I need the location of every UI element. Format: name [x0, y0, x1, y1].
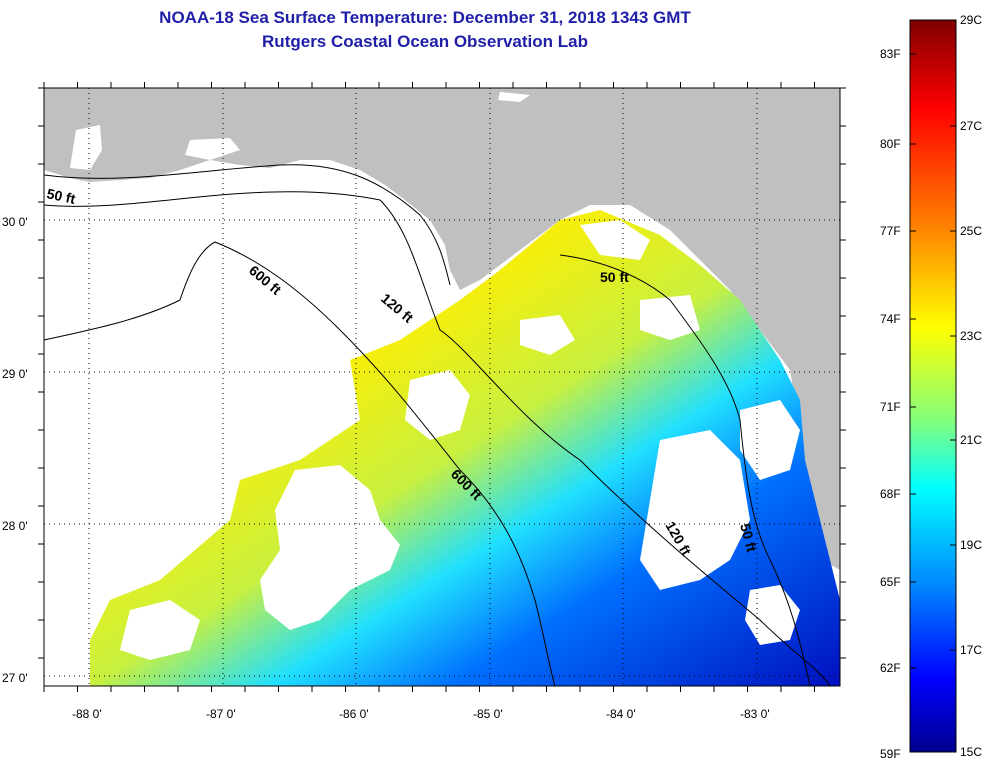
contour-label: 50 ft [737, 522, 760, 554]
colorbar-f-label: 80F [880, 137, 901, 151]
latitude-label: 28 0' [2, 519, 28, 533]
longitude-label: -86 0' [339, 707, 369, 721]
colorbar [909, 19, 957, 753]
colorbar-f-label: 71F [880, 400, 901, 414]
cloud-patch [580, 220, 650, 260]
axis-ticks [38, 82, 846, 692]
colorbar-f-label: 74F [880, 312, 901, 326]
colorbar-f-label: 68F [880, 487, 901, 501]
contour-label: 50 ft [600, 269, 629, 285]
land-mass [44, 88, 840, 570]
colorbar-c-label: 29C [960, 13, 982, 27]
colorbar-c-label: 21C [960, 433, 982, 447]
longitude-label: -84 0' [606, 707, 636, 721]
colorbar-c-label: 23C [960, 329, 982, 343]
colorbar-c-label: 25C [960, 224, 982, 238]
map-frame [43, 87, 841, 687]
longitude-label: -87 0' [206, 707, 236, 721]
depth-contour-120ft [44, 191, 831, 686]
depth-contour-50ft [44, 164, 451, 286]
cloud-patch [745, 585, 800, 645]
coastal-bay [70, 125, 102, 170]
longitude-label: -88 0' [72, 707, 102, 721]
cloud-patch [405, 370, 470, 440]
colorbar-c-label: 17C [960, 643, 982, 657]
latitude-label: 27 0' [2, 671, 28, 685]
contour-label: 50 ft [45, 185, 77, 207]
longitude-label: -83 0' [740, 707, 770, 721]
latitude-label: 29 0' [2, 367, 28, 381]
colorbar-c-label: 15C [960, 745, 982, 759]
coastal-bay [498, 92, 530, 102]
cloud-patch [740, 400, 800, 480]
map-subtitle: Rutgers Coastal Ocean Observation Lab [262, 32, 588, 51]
depth-contour-50ft-east [559, 254, 811, 686]
colorbar-f-label: 83F [880, 47, 901, 61]
colorbar-f-label: 77F [880, 224, 901, 238]
latitude-label: 30 0' [2, 215, 28, 229]
colorbar-ticks [910, 19, 956, 669]
colorbar-c-label: 19C [960, 538, 982, 552]
colorbar-f-label: 62F [880, 661, 901, 675]
colorbar-c-label: 27C [960, 119, 982, 133]
cloud-patch [520, 315, 575, 355]
coastal-bay [185, 138, 240, 160]
cloud-patch [120, 600, 200, 660]
cloud-patch [640, 295, 700, 340]
cloud-patch [640, 430, 750, 590]
colorbar-f-label: 65F [880, 575, 901, 589]
cloud-patch [260, 465, 400, 630]
depth-contour-600ft [44, 241, 556, 686]
longitude-label: -85 0' [473, 707, 503, 721]
map-title: NOAA-18 Sea Surface Temperature: Decembe… [159, 8, 691, 27]
colorbar-f-label: 59F [880, 747, 901, 761]
